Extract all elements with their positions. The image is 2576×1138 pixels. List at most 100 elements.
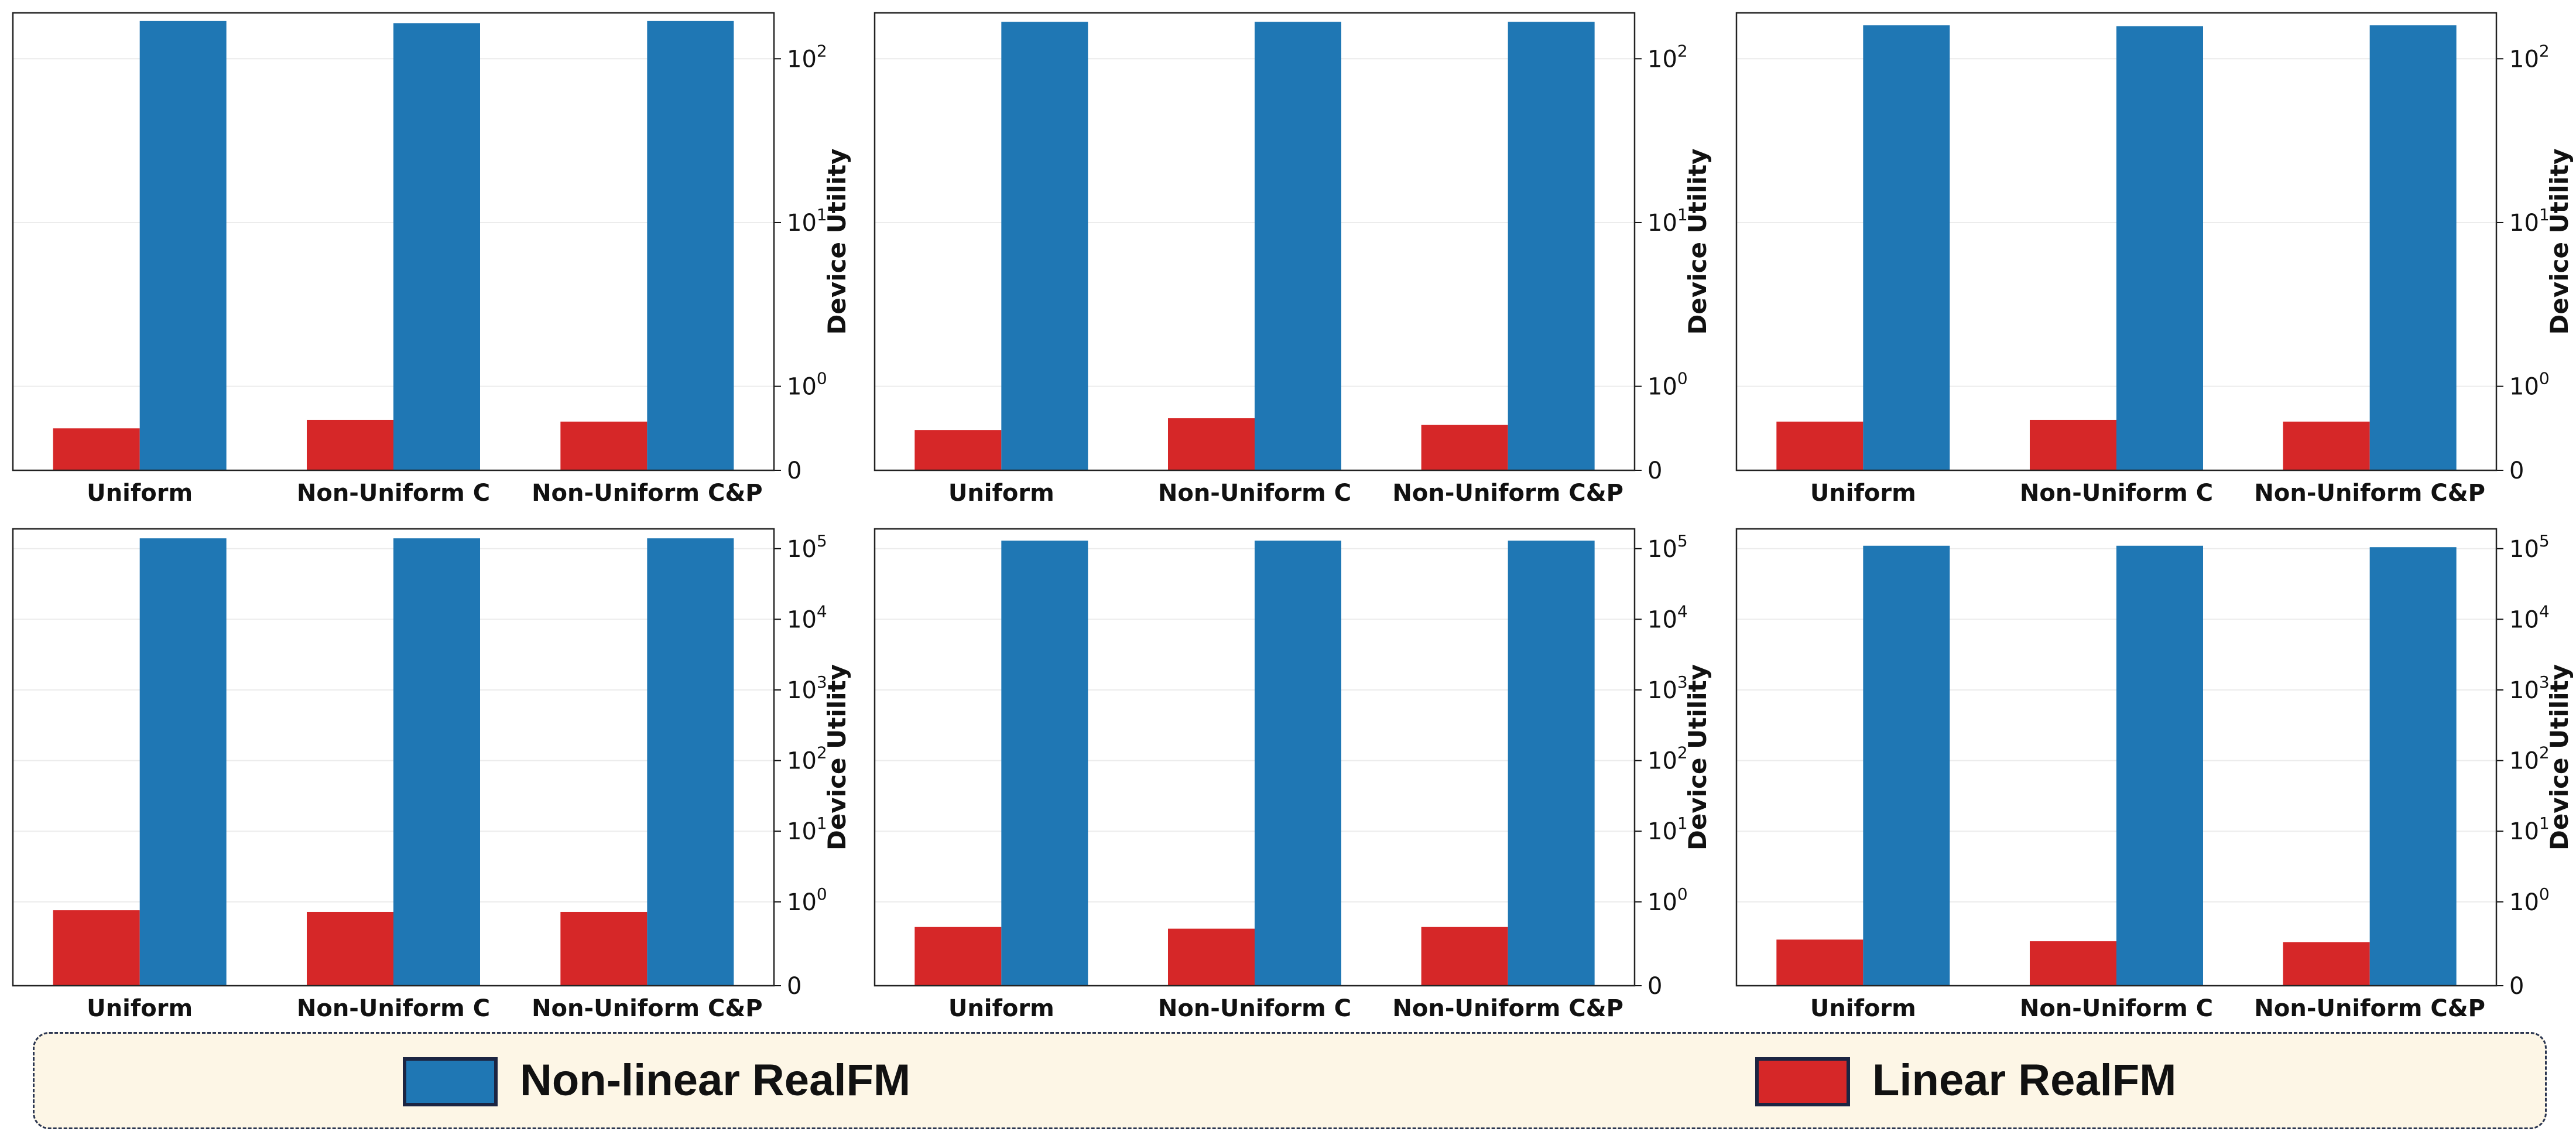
x-tick-label: Uniform xyxy=(87,480,193,507)
y-axis-label: Device Utility xyxy=(1683,664,1712,850)
x-tick-label: Uniform xyxy=(1810,995,1916,1022)
x-tick-label: Uniform xyxy=(1810,480,1916,507)
x-tick-label: Uniform xyxy=(87,995,193,1022)
bar-nonlinear-1 xyxy=(139,20,227,470)
legend: Non-linear RealFM Linear RealFM xyxy=(33,1032,2547,1129)
bar-linear-3 xyxy=(2283,421,2370,470)
y-tick-label: 105 xyxy=(787,531,827,563)
bar-nonlinear-1 xyxy=(1863,25,1950,471)
plot-frame xyxy=(873,528,1636,987)
chart-panel-5: 0 100 101 102 103 104 105 Uniform Non-Uniform C N… xyxy=(873,528,1712,1022)
bar-nonlinear-2 xyxy=(2116,545,2203,986)
x-tick-label: Non-Uniform C&P xyxy=(532,995,762,1022)
x-tick-label: Uniform xyxy=(948,995,1054,1022)
bar-linear-3 xyxy=(2283,942,2370,986)
plot-frame xyxy=(12,12,775,471)
bar-linear-1 xyxy=(53,910,140,986)
bar-linear-3 xyxy=(1421,927,1508,986)
bar-linear-3 xyxy=(560,911,648,986)
bar-linear-1 xyxy=(1776,421,1864,470)
x-tick-label: Non-Uniform C&P xyxy=(1392,480,1623,507)
bar-nonlinear-1 xyxy=(1001,22,1088,470)
bar-nonlinear-3 xyxy=(2369,25,2457,471)
chart-panel-3: 0 100 101 102 Uniform Non-Uniform C Non-Unifor… xyxy=(1735,12,2574,507)
legend-swatch-linear xyxy=(1755,1057,1850,1106)
x-tick-label: Non-Uniform C xyxy=(2020,995,2213,1022)
bar-linear-1 xyxy=(914,430,1002,470)
bar-nonlinear-3 xyxy=(647,538,734,986)
x-tick-label: Non-Uniform C xyxy=(297,480,490,507)
y-tick-label: 100 xyxy=(1647,884,1688,916)
bar-nonlinear-1 xyxy=(1863,545,1950,986)
y-tick-label: 103 xyxy=(787,672,827,704)
bar-nonlinear-2 xyxy=(2116,26,2203,470)
bar-nonlinear-1 xyxy=(1001,541,1088,986)
bar-linear-2 xyxy=(2030,941,2116,986)
bar-linear-3 xyxy=(560,421,648,470)
y-tick-label: 105 xyxy=(2509,531,2550,563)
y-tick-label: 101 xyxy=(787,814,827,845)
x-tick-label: Uniform xyxy=(948,480,1054,507)
y-tick-label: 103 xyxy=(2509,672,2550,704)
x-tick-label: Non-Uniform C xyxy=(1158,480,1351,507)
bar-linear-1 xyxy=(1776,939,1864,986)
x-tick-label: Non-Uniform C&P xyxy=(1392,995,1623,1022)
bar-linear-2 xyxy=(1168,418,1255,470)
y-tick-label: 101 xyxy=(2509,205,2550,237)
y-tick-label: 0 xyxy=(1647,457,1662,484)
y-tick-label: 100 xyxy=(2509,369,2550,401)
bar-nonlinear-2 xyxy=(393,538,480,986)
bar-linear-3 xyxy=(1421,425,1508,470)
y-tick-label: 101 xyxy=(1647,814,1688,845)
bar-linear-1 xyxy=(53,428,140,470)
legend-label-nonlinear: Non-linear RealFM xyxy=(520,1055,911,1105)
bar-nonlinear-2 xyxy=(393,23,480,471)
y-tick-label: 101 xyxy=(1647,205,1688,237)
y-tick-label: 104 xyxy=(787,602,827,633)
y-tick-label: 104 xyxy=(1647,602,1688,633)
bar-nonlinear-3 xyxy=(2369,547,2457,986)
y-tick-label: 100 xyxy=(787,884,827,916)
legend-label-linear: Linear RealFM xyxy=(1872,1055,2177,1105)
y-axis-label: Device Utility xyxy=(823,664,851,850)
x-tick-label: Non-Uniform C&P xyxy=(532,480,762,507)
y-tick-label: 103 xyxy=(1647,672,1688,704)
y-tick-label: 0 xyxy=(2509,973,2524,1000)
y-tick-label: 104 xyxy=(2509,602,2550,633)
bar-linear-2 xyxy=(307,911,393,986)
y-tick-label: 0 xyxy=(787,457,801,484)
chart-panel-1: 0 100 101 102 Uniform Non-Uniform C Non-Unifor… xyxy=(12,12,851,507)
legend-swatch-nonlinear xyxy=(403,1057,498,1106)
bar-nonlinear-2 xyxy=(1255,541,1341,986)
y-tick-label: 0 xyxy=(2509,457,2524,484)
plot-frame xyxy=(1735,528,2498,987)
y-tick-label: 102 xyxy=(787,41,827,73)
chart-panel-6: 0 100 101 102 103 104 105 Uniform Non-Uniform C N… xyxy=(1735,528,2574,1022)
x-tick-label: Non-Uniform C&P xyxy=(2254,480,2485,507)
x-tick-label: Non-Uniform C&P xyxy=(2254,995,2485,1022)
y-tick-label: 100 xyxy=(1647,369,1688,401)
x-tick-label: Non-Uniform C xyxy=(297,995,490,1022)
y-tick-label: 102 xyxy=(2509,743,2550,775)
y-tick-label: 102 xyxy=(1647,743,1688,775)
y-tick-label: 0 xyxy=(787,973,801,1000)
y-axis-label: Device Utility xyxy=(823,149,851,335)
y-tick-label: 100 xyxy=(2509,884,2550,916)
bar-nonlinear-2 xyxy=(1255,22,1341,470)
bar-linear-2 xyxy=(307,419,393,470)
bar-linear-1 xyxy=(914,927,1002,986)
y-tick-label: 100 xyxy=(787,369,827,401)
y-tick-label: 102 xyxy=(787,743,827,775)
x-tick-label: Non-Uniform C xyxy=(1158,995,1351,1022)
y-axis-label: Device Utility xyxy=(2545,149,2574,335)
y-tick-label: 0 xyxy=(1647,973,1662,1000)
y-axis-label: Device Utility xyxy=(1683,149,1712,335)
x-tick-label: Non-Uniform C xyxy=(2020,480,2213,507)
bar-nonlinear-3 xyxy=(1508,541,1595,986)
bar-nonlinear-1 xyxy=(139,538,227,986)
plot-frame xyxy=(1735,12,2498,471)
y-tick-label: 102 xyxy=(2509,41,2550,73)
y-axis-label: Device Utility xyxy=(2545,664,2574,850)
chart-panel-4: 0 100 101 102 103 104 105 Uniform Non-Uniform C N… xyxy=(12,528,851,1022)
y-tick-label: 101 xyxy=(2509,814,2550,845)
